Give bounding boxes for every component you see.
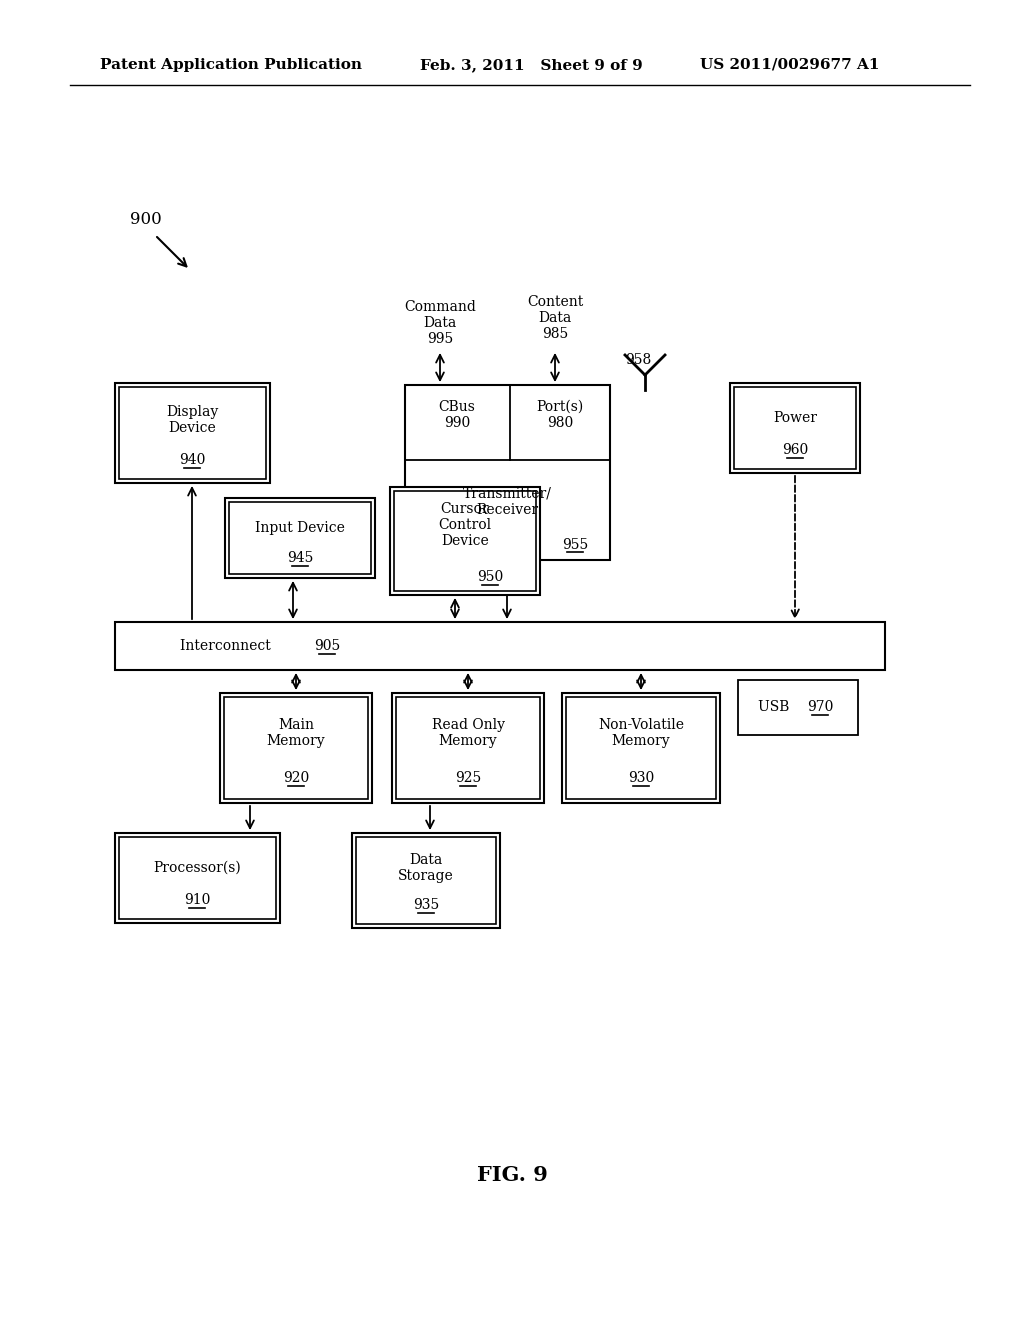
- Text: 905: 905: [314, 639, 340, 653]
- Text: Main
Memory: Main Memory: [266, 718, 326, 748]
- Text: 925: 925: [455, 771, 481, 785]
- Text: Display
Device: Display Device: [166, 405, 218, 436]
- Text: 958: 958: [625, 352, 651, 367]
- Text: US 2011/0029677 A1: US 2011/0029677 A1: [700, 58, 880, 73]
- Text: Port(s)
980: Port(s) 980: [537, 400, 584, 430]
- Bar: [734, 387, 856, 469]
- Text: Data
Storage: Data Storage: [398, 853, 454, 883]
- Text: USB: USB: [758, 700, 794, 714]
- Bar: [396, 697, 540, 799]
- Text: 950: 950: [477, 570, 503, 583]
- Bar: [229, 502, 371, 574]
- Bar: [730, 383, 860, 473]
- Bar: [392, 693, 544, 803]
- Text: Command
Data
995: Command Data 995: [404, 300, 476, 346]
- Text: 900: 900: [130, 211, 162, 228]
- Text: 910: 910: [184, 894, 210, 907]
- Text: Power: Power: [773, 411, 817, 425]
- Text: Transmitter/
Receiver: Transmitter/ Receiver: [463, 487, 552, 517]
- Bar: [115, 833, 280, 923]
- Text: 940: 940: [179, 453, 205, 467]
- Text: Patent Application Publication: Patent Application Publication: [100, 58, 362, 73]
- Text: Processor(s): Processor(s): [154, 861, 241, 875]
- Bar: [119, 387, 266, 479]
- Bar: [566, 697, 716, 799]
- Bar: [352, 833, 500, 928]
- Bar: [225, 498, 375, 578]
- Text: 955: 955: [562, 539, 588, 552]
- Bar: [220, 693, 372, 803]
- Text: Input Device: Input Device: [255, 521, 345, 535]
- Bar: [390, 487, 540, 595]
- Text: Cursor
Control
Device: Cursor Control Device: [438, 502, 492, 548]
- Text: Feb. 3, 2011   Sheet 9 of 9: Feb. 3, 2011 Sheet 9 of 9: [420, 58, 643, 73]
- Text: 935: 935: [413, 898, 439, 912]
- Text: FIG. 9: FIG. 9: [476, 1166, 548, 1185]
- Text: Content
Data
985: Content Data 985: [527, 294, 583, 342]
- Bar: [115, 622, 885, 671]
- Text: Non-Volatile
Memory: Non-Volatile Memory: [598, 718, 684, 748]
- Bar: [394, 491, 536, 591]
- Bar: [224, 697, 368, 799]
- Bar: [356, 837, 496, 924]
- Bar: [115, 383, 270, 483]
- Text: 930: 930: [628, 771, 654, 785]
- Bar: [119, 837, 276, 919]
- Text: Interconnect: Interconnect: [180, 639, 275, 653]
- Text: CBus
990: CBus 990: [438, 400, 475, 430]
- Text: 945: 945: [287, 550, 313, 565]
- Text: Read Only
Memory: Read Only Memory: [431, 718, 505, 748]
- Text: 970: 970: [807, 700, 834, 714]
- Bar: [406, 385, 610, 560]
- Bar: [738, 680, 858, 735]
- Text: 960: 960: [782, 444, 808, 457]
- Bar: [562, 693, 720, 803]
- Text: 920: 920: [283, 771, 309, 785]
